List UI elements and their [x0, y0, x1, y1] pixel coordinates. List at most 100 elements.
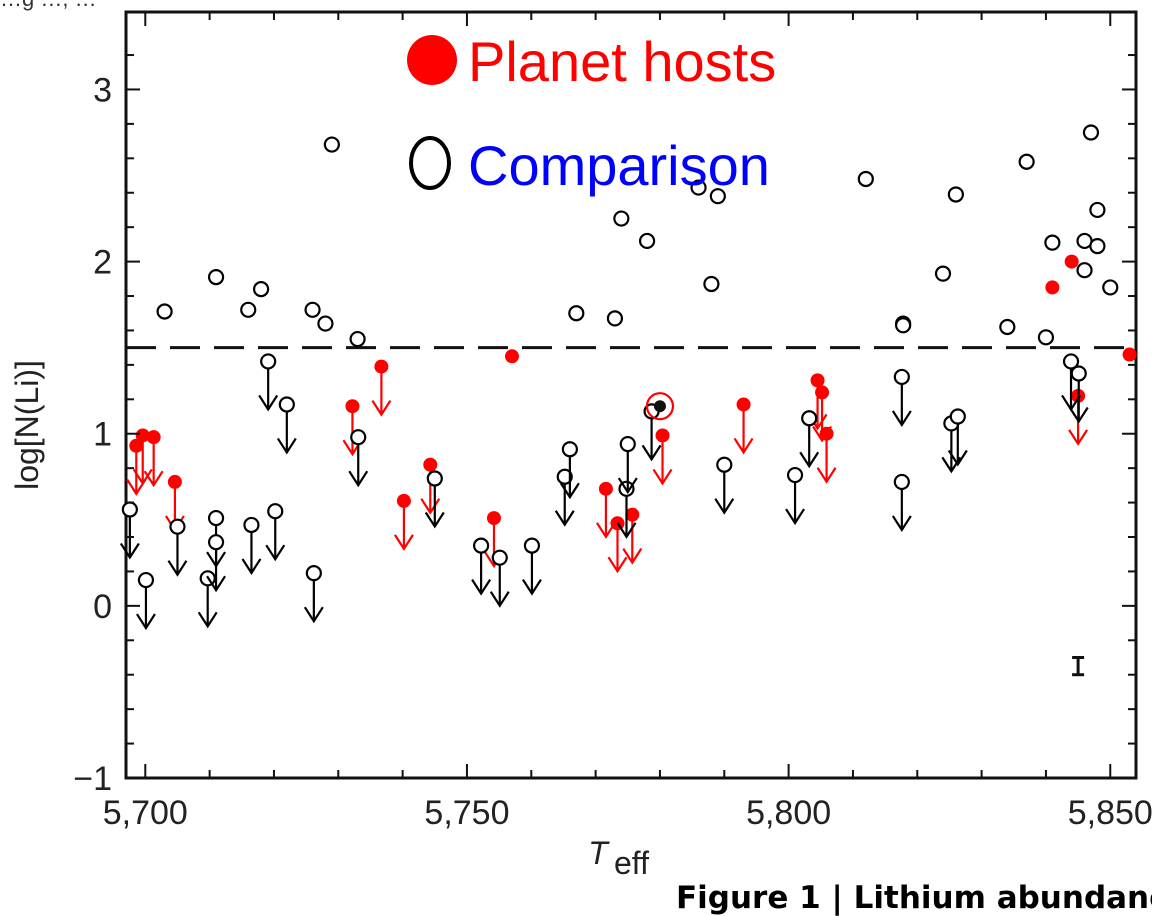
comparison-upper-limit	[619, 435, 636, 453]
planet-host-upper-limit	[736, 397, 751, 412]
planet-host-limit-arrow-head	[420, 498, 441, 515]
comparison-point	[1089, 201, 1106, 219]
x-tick-label: 5,700	[103, 794, 188, 832]
comparison-upper-limit	[278, 396, 295, 413]
y-tick-label: 0	[93, 588, 112, 626]
comparison-upper-limit	[491, 549, 508, 566]
planet-host-limit-arrow-head	[816, 467, 837, 484]
comparison-limit-arrow-head	[1068, 406, 1089, 424]
comparison-upper-limit	[267, 503, 284, 520]
planet-host-upper-limit	[810, 373, 825, 388]
comparison-limit-arrow-head	[119, 542, 140, 560]
comparison-limit-arrow-head	[554, 510, 575, 527]
planet-host-limit-arrow-head	[622, 548, 643, 565]
comparison-limit-arrow-head	[799, 451, 820, 469]
comparison-point	[568, 305, 585, 322]
comparison-limit-arrow-head	[197, 611, 218, 629]
comparison-point	[1076, 262, 1093, 279]
axis-ticks: 5,700 5,750 5,800 5,850 −1 0 1 2 3	[73, 12, 1152, 832]
comparison-limit-arrow-head	[617, 477, 638, 495]
y-tick-label: 3	[93, 71, 112, 109]
planet-host-limit-arrow-head	[371, 400, 392, 417]
comparison-upper-limit	[893, 368, 910, 386]
comparison-point	[690, 179, 707, 196]
comparison-point	[613, 210, 630, 227]
planet-host-upper-limit	[396, 493, 411, 508]
legend-filled-marker	[407, 35, 457, 85]
clipped-top-text: …g …, …	[0, 0, 97, 12]
y-tick-label: 2	[93, 244, 112, 282]
comparison-limit-arrow-head	[559, 482, 580, 500]
comparison-upper-limit	[137, 571, 155, 589]
comparison-upper-limit	[893, 473, 910, 491]
planet-host-upper-limit	[146, 430, 161, 445]
comparison-point	[349, 330, 366, 348]
comparison-point	[1102, 279, 1119, 296]
comparison-upper-limit	[260, 353, 277, 370]
comparison-limit-arrow-head	[785, 508, 805, 526]
comparison-point	[895, 317, 912, 334]
comparison-upper-limit	[121, 501, 138, 518]
planet-host-point	[1122, 347, 1137, 362]
planet-host-limit-arrow-head	[652, 468, 673, 486]
planet-host-upper-limit	[625, 507, 640, 522]
comparison-limit-arrow-head	[424, 511, 445, 529]
planet-host-upper-limit	[167, 474, 182, 489]
planet-host-upper-limit	[129, 438, 144, 453]
x-tick-label: 5,850	[1068, 794, 1152, 832]
plot-border	[124, 10, 1138, 780]
comparison-upper-limit	[207, 534, 225, 551]
planet-host-limit-arrow-head	[132, 468, 153, 486]
comparison-upper-limit	[786, 466, 804, 484]
sun-point	[653, 400, 666, 413]
comparison-upper-limit	[801, 410, 818, 427]
planet-host-upper-limit	[135, 428, 150, 443]
comparison-point	[703, 275, 720, 293]
comparison-limit-arrow-head	[167, 560, 188, 577]
y-tick-label: −1	[73, 760, 112, 798]
comparison-point	[1018, 153, 1035, 170]
comparison-limit-arrow-head	[206, 575, 226, 593]
comparison-point	[207, 268, 225, 286]
comparison-upper-limit	[1062, 353, 1080, 370]
comparison-limit-arrow-head	[265, 544, 286, 562]
legend-open-marker	[409, 136, 451, 190]
y-axis-label: log[N(Li)]	[9, 360, 45, 490]
planet-host-limit-arrow-head	[733, 437, 754, 455]
comparison-limit-arrow-head	[303, 606, 324, 624]
comparison-upper-limit	[305, 565, 322, 582]
comparison-limit-arrow-head	[489, 591, 510, 608]
comparison-point	[317, 315, 334, 332]
comparison-point	[252, 281, 270, 298]
comparison-point	[709, 188, 726, 205]
planet-host-point	[1045, 280, 1060, 295]
comparison-limit-arrow-head	[276, 437, 297, 455]
comparison-limit-arrow-head	[348, 470, 369, 488]
comparison-upper-limit	[556, 468, 573, 485]
plot-frame	[124, 10, 1138, 780]
comparison-limit-arrow-head	[258, 394, 279, 412]
comparison-point	[1082, 124, 1100, 141]
comparison-point	[156, 303, 173, 320]
comparison-point	[947, 186, 964, 203]
legend-planet-hosts-label: Planet hosts	[468, 30, 776, 93]
error-bar-group	[1072, 656, 1085, 677]
comparison-upper-limit	[949, 408, 966, 425]
x-axis-label: T	[588, 835, 610, 871]
comparison-limit-arrow-head	[616, 522, 637, 539]
x-tick-label: 5,750	[424, 794, 509, 832]
comparison-upper-limit	[523, 537, 541, 554]
planet-host-limit-arrow-head	[1068, 429, 1089, 446]
planet-host-upper-limit	[598, 481, 613, 496]
comparison-upper-limit	[243, 516, 260, 534]
comparison-point	[323, 136, 340, 153]
comparison-upper-limit	[350, 429, 367, 446]
comparison-upper-limit	[561, 441, 578, 458]
comparison-limit-arrow-head	[714, 498, 735, 515]
planet-host-upper-limit	[655, 428, 670, 443]
comparison-point	[999, 318, 1016, 336]
planet-host-upper-limit	[374, 359, 389, 374]
comparison-limit-arrow-head	[471, 579, 492, 596]
comparison-point	[1089, 238, 1106, 255]
